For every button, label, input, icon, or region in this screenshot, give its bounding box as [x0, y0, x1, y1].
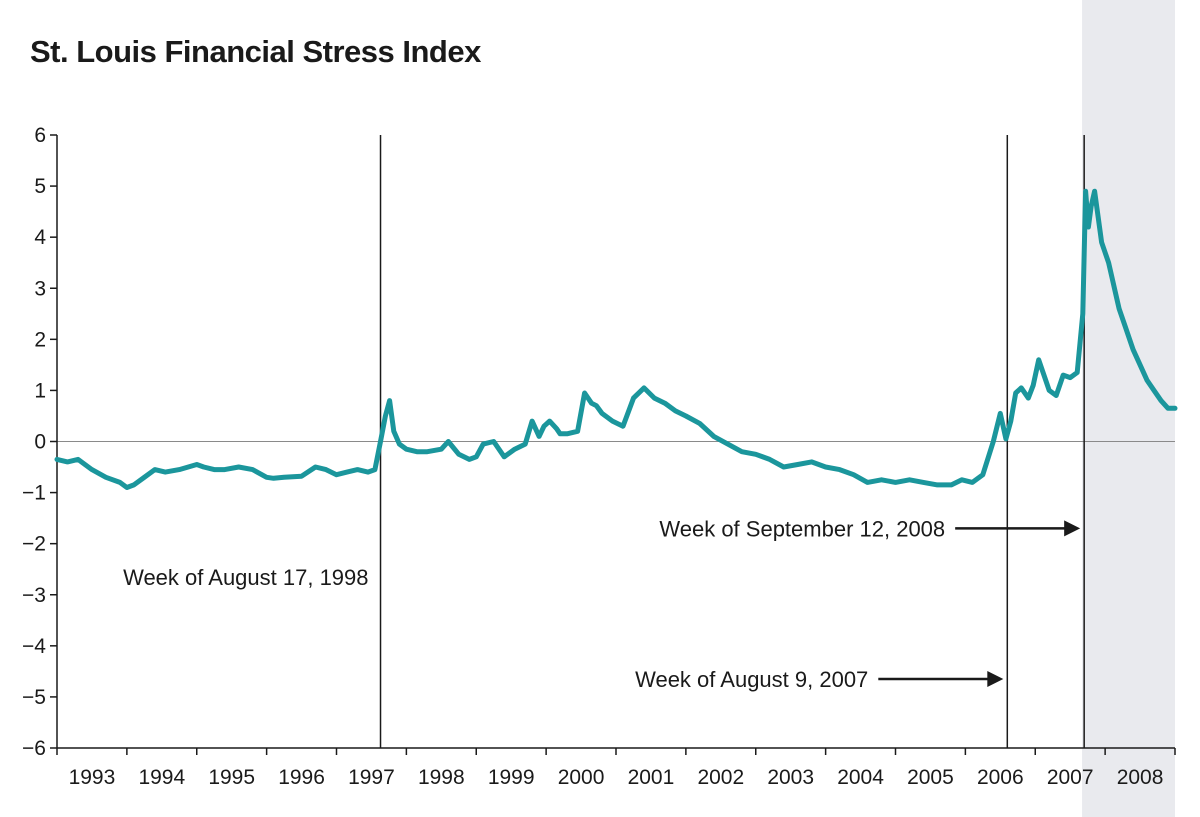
y-tick-label: −6	[22, 737, 46, 760]
x-tick-label: 2003	[767, 766, 814, 789]
x-tick-label: 2004	[837, 766, 884, 789]
annotation-label: Week of September 12, 2008	[659, 516, 945, 541]
y-tick-label: −4	[22, 635, 46, 658]
stress-index-line	[54, 188, 1178, 490]
x-tick-label: 1993	[69, 766, 116, 789]
x-tick-label: 2007	[1047, 766, 1094, 789]
y-tick-label: −3	[22, 584, 46, 607]
y-tick-label: −2	[22, 533, 46, 556]
shaded-region-layer	[1082, 0, 1175, 817]
annotation-layer: Week of August 17, 1998 Week of August 9,…	[123, 516, 1081, 692]
y-tick-label: 1	[34, 379, 46, 402]
arrow-right-icon	[1064, 520, 1081, 537]
x-tick-label: 1997	[348, 766, 395, 789]
shaded-region	[1082, 0, 1175, 817]
annotation-label: Week of August 9, 2007	[635, 667, 868, 692]
x-tick-label: 2000	[558, 766, 605, 789]
x-tick-label: 1996	[278, 766, 325, 789]
annotation-label: Week of August 17, 1998	[123, 565, 368, 590]
tick-layer: 6 5 4 3 2 1 0 −1 −2 −3 −4 −5 −6 1993 1994 1995 1996 1997 1…	[22, 124, 1176, 789]
series-layer	[54, 188, 1178, 490]
y-tick-label: 4	[34, 226, 46, 249]
y-tick-label: −1	[22, 482, 46, 505]
chart-title: St. Louis Financial Stress Index	[30, 34, 481, 69]
x-tick-label: 1999	[488, 766, 535, 789]
y-tick-label: −5	[22, 686, 46, 709]
x-tick-label: 2005	[907, 766, 954, 789]
y-tick-label: 5	[34, 175, 46, 198]
y-tick-label: 6	[34, 124, 46, 147]
x-tick-label: 2006	[977, 766, 1024, 789]
x-tick-label: 1998	[418, 766, 465, 789]
x-tick-label: 1994	[138, 766, 185, 789]
y-tick-label: 3	[34, 277, 46, 300]
x-tick-label: 2002	[697, 766, 744, 789]
x-tick-label: 1995	[208, 766, 255, 789]
y-tick-label: 2	[34, 328, 46, 351]
x-tick-label: 2008	[1117, 766, 1164, 789]
x-tick-label: 2001	[628, 766, 675, 789]
arrow-right-icon	[987, 671, 1004, 688]
y-tick-label: 0	[34, 431, 46, 454]
